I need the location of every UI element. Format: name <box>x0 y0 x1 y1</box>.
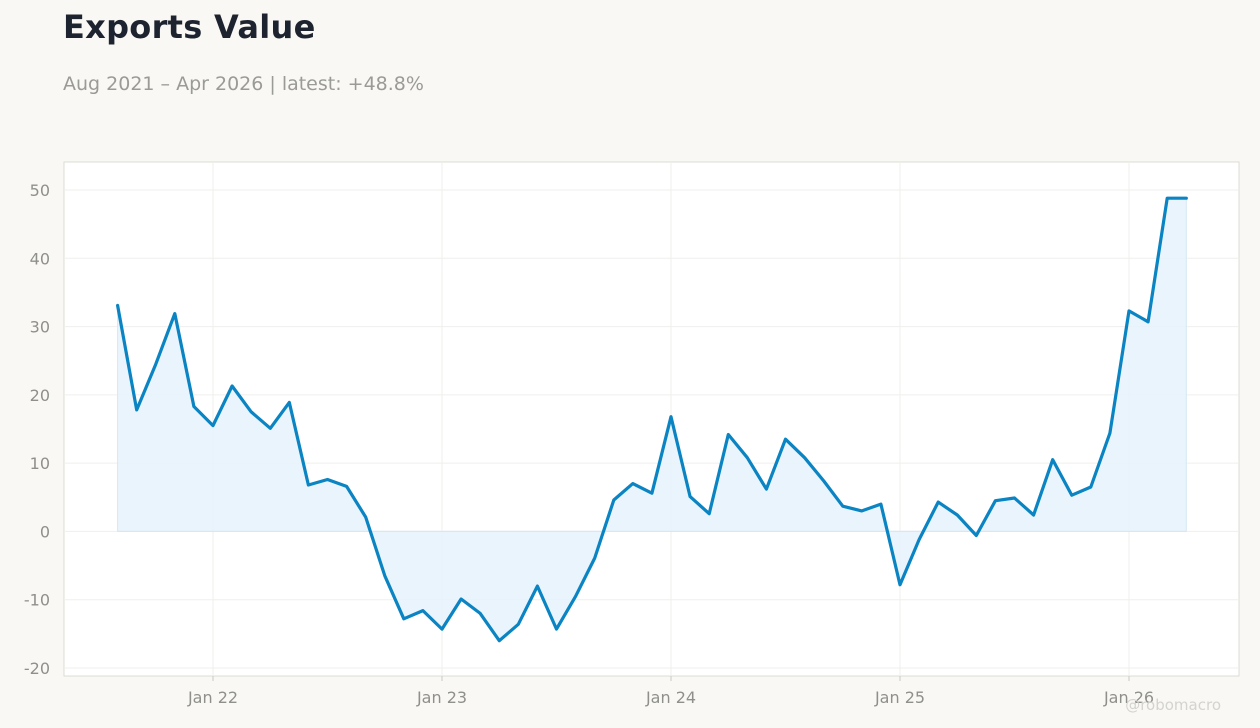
x-axis: Jan 22 Jan 23 Jan 24 Jan 25 Jan 26 <box>187 676 1154 707</box>
x-tick-label: Jan 22 <box>187 688 238 707</box>
x-tick-label: Jan 24 <box>645 688 696 707</box>
chart-subtitle: Aug 2021 – Apr 2026 | latest: +48.8% <box>63 73 424 95</box>
x-tick-label: Jan 26 <box>1103 688 1154 707</box>
y-axis: -20 -10 0 10 20 30 40 50 <box>24 181 50 678</box>
y-tick-label: 50 <box>30 181 50 200</box>
y-tick-label: -20 <box>24 659 50 678</box>
y-tick-label: 0 <box>40 522 50 541</box>
watermark: @robomacro <box>1125 696 1221 714</box>
y-tick-label: 10 <box>30 454 50 473</box>
x-tick-label: Jan 23 <box>416 688 467 707</box>
y-tick-label: 40 <box>30 249 50 268</box>
y-tick-label: 30 <box>30 318 50 337</box>
chart-title: Exports Value <box>63 8 316 46</box>
series-line <box>116 196 1188 643</box>
x-tick-label: Jan 25 <box>874 688 925 707</box>
y-tick-label: 20 <box>30 386 50 405</box>
y-tick-label: -10 <box>24 591 50 610</box>
